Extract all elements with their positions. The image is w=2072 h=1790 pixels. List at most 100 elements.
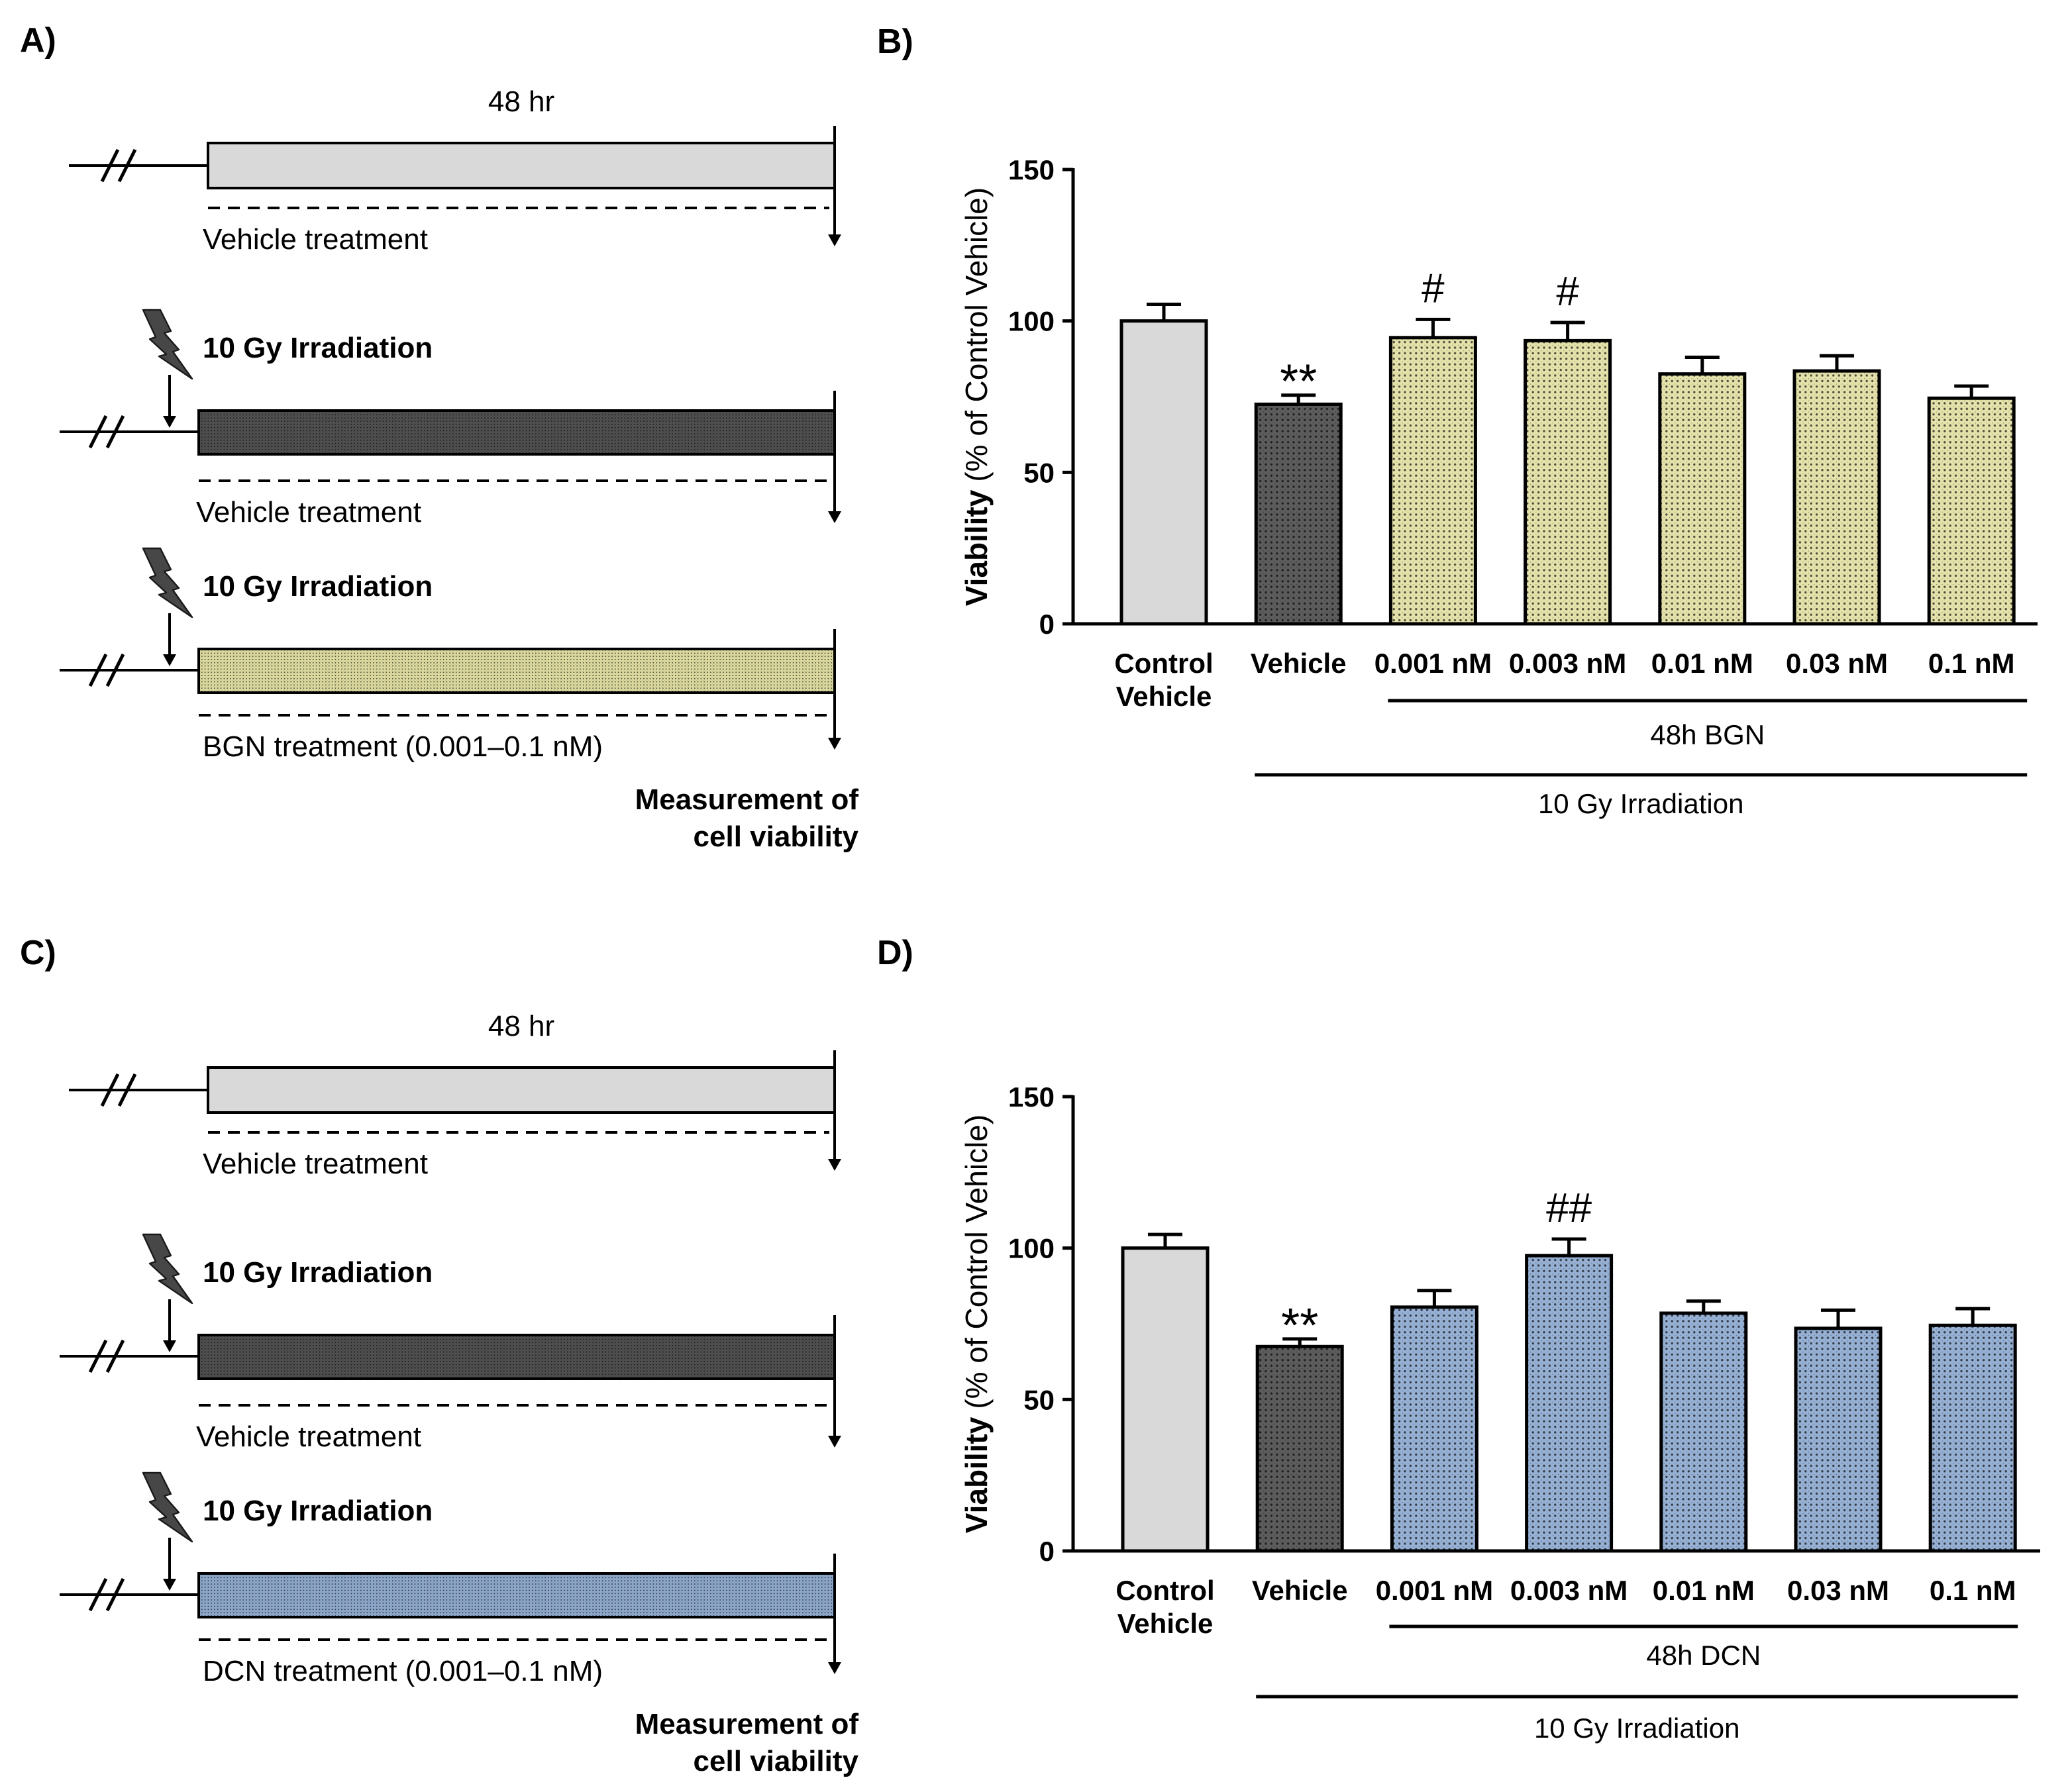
error-bar-0-03-nm: [1820, 354, 1854, 372]
bar-vehicle: [1254, 402, 1343, 626]
y-tick-label-0: 0: [1039, 1536, 1055, 1567]
x-tick-label-0-03-nm: 0.03 nM: [1786, 648, 1888, 679]
panel-b-bar-chart: B) Viability (% of Control Vehicle) Control…: [877, 23, 2038, 819]
treatment-label: BGN treatment (0.001–0.1 nM): [203, 730, 603, 763]
y-axis-label: Viability (% of Control Vehicle): [959, 1115, 994, 1533]
group-label-48h-dcn: 48h DCN: [1646, 1640, 1761, 1671]
x-tick-label-0-01-nm: 0.01 nM: [1653, 1575, 1755, 1606]
timeline-row-1: Vehicle treatment: [69, 126, 841, 256]
x-tick-label-0-001-nm: 0.001 nM: [1374, 648, 1492, 679]
x-tick-label-control-vehicle: Control Vehicle: [1115, 1575, 1214, 1639]
error-bar-0-003-nm: [1550, 321, 1585, 341]
bar-0-001-nm: [1388, 336, 1477, 626]
panel-d-bar-chart: D) Viability (% of Control Vehicle) Control…: [877, 934, 2040, 1744]
timeline-row-3: DCN treatment (0.001–0.1 nM) 10 Gy Irradi…: [60, 1471, 841, 1687]
significance-label-vehicle: **: [1281, 1299, 1318, 1352]
treatment-label: Vehicle treatment: [196, 496, 421, 528]
end-point-arrowhead: [828, 234, 841, 246]
y-tick-label-100: 100: [1008, 1233, 1055, 1264]
axis-break-mark: [88, 1577, 125, 1612]
axis-break-mark: [100, 1073, 137, 1107]
y-tick-label-0: 0: [1039, 609, 1055, 640]
error-bar-0-1-nm: [1955, 1307, 1991, 1326]
treatment-label: DCN treatment (0.001–0.1 nM): [203, 1655, 603, 1687]
group-label-48h-bgn: 48h BGN: [1650, 719, 1765, 750]
timeline-row-2: Vehicle treatment 10 Gy Irradiation: [60, 1233, 841, 1453]
x-tick-label-0-1-nm: 0.1 nM: [1930, 1575, 2016, 1606]
irradiation-label: 10 Gy Irradiation: [203, 1256, 433, 1289]
y-tick-label-50: 50: [1023, 1384, 1055, 1415]
x-tick-label-vehicle: Vehicle: [1252, 1575, 1348, 1606]
bar-0-1-nm: [1928, 1323, 2017, 1553]
bar-0-003-nm: [1525, 1254, 1614, 1553]
x-tick-label-0-1-nm: 0.1 nM: [1928, 648, 2015, 679]
axis-break-mark: [100, 148, 137, 183]
y-tick-label-150: 150: [1008, 1081, 1055, 1113]
axis-break-mark: [88, 415, 125, 449]
bar-control-vehicle: [1121, 1246, 1210, 1553]
treatment-period-bar: [197, 648, 836, 694]
significance-label-0-001-nm: #: [1422, 266, 1445, 311]
axis-break-mark: [88, 1339, 125, 1373]
end-point-arrowhead: [828, 1436, 841, 1448]
treatment-period-bar: [197, 409, 836, 456]
timeline-row-3: BGN treatment (0.001–0.1 nM) 10 Gy Irradi…: [60, 547, 841, 763]
treatment-label: Vehicle treatment: [203, 1148, 428, 1180]
bar-0-001-nm: [1390, 1305, 1478, 1553]
bar-vehicle: [1255, 1344, 1344, 1553]
treatment-period-bar: [197, 1334, 836, 1380]
significance-label-0-003-nm: #: [1556, 269, 1579, 315]
x-tick-label-0-003-nm: 0.003 nM: [1510, 1575, 1628, 1606]
measurement-label-line-1: Measurement of: [635, 1708, 859, 1740]
y-axis-label-rest: (% of Control Vehicle): [959, 187, 994, 482]
irradiation-arrowhead: [163, 654, 176, 666]
error-bar-0-01-nm: [1686, 1299, 1721, 1313]
y-axis-label-bold: Viability: [959, 489, 994, 606]
lightning-icon: [142, 547, 193, 619]
end-point-arrowhead: [828, 738, 841, 750]
error-bar-vehicle: [1281, 393, 1316, 405]
significance-label-0-003-nm: ##: [1546, 1185, 1592, 1231]
x-tick-label-0-03-nm: 0.03 nM: [1787, 1575, 1889, 1606]
panel-label-d: D): [877, 934, 913, 972]
duration-label: 48 hr: [488, 1010, 554, 1042]
end-point-arrowhead: [828, 511, 841, 523]
measurement-label-line-1: Measurement of: [635, 783, 859, 816]
group-label-10-gy-irradiation: 10 Gy Irradiation: [1534, 1713, 1740, 1744]
bar-0-01-nm: [1659, 1311, 1748, 1553]
y-axis-label-rest: (% of Control Vehicle): [959, 1115, 994, 1409]
error-bar-0-1-nm: [1954, 384, 1989, 399]
lightning-icon: [142, 1471, 193, 1543]
error-bar-0-01-nm: [1684, 356, 1720, 374]
treatment-label: Vehicle treatment: [196, 1420, 421, 1453]
y-tick-label-100: 100: [1008, 306, 1055, 337]
error-bar-0-03-nm: [1821, 1308, 1855, 1328]
panel-label-c: C): [20, 934, 56, 972]
bar-control-vehicle: [1119, 319, 1208, 626]
treatment-label: Vehicle treatment: [203, 223, 428, 256]
lightning-icon: [142, 309, 193, 380]
group-label-10-gy-irradiation: 10 Gy Irradiation: [1538, 788, 1744, 819]
panel-label-b: B): [877, 23, 913, 61]
treatment-period-bar: [197, 1572, 836, 1618]
x-tick-label-0-003-nm: 0.003 nM: [1509, 648, 1626, 679]
error-bar-0-001-nm: [1417, 1289, 1452, 1307]
bar-0-03-nm: [1792, 369, 1881, 626]
y-tick-label-150: 150: [1008, 154, 1055, 185]
error-bar-0-001-nm: [1416, 317, 1451, 338]
significance-label-vehicle: **: [1280, 356, 1317, 409]
bar-0-01-nm: [1658, 372, 1747, 626]
x-tick-label-0-01-nm: 0.01 nM: [1651, 648, 1753, 679]
measurement-label-line-2: cell viability: [694, 1745, 859, 1777]
timeline-row-2: Vehicle treatment 10 Gy Irradiation: [60, 309, 841, 528]
end-point-arrowhead: [828, 1159, 841, 1171]
y-axis-label-bold: Viability: [959, 1417, 994, 1533]
x-tick-label-0-001-nm: 0.001 nM: [1376, 1575, 1493, 1606]
treatment-period-bar: [207, 1066, 836, 1114]
bar-0-003-nm: [1524, 338, 1612, 626]
bar-0-03-nm: [1794, 1326, 1883, 1553]
duration-label: 48 hr: [488, 85, 554, 118]
